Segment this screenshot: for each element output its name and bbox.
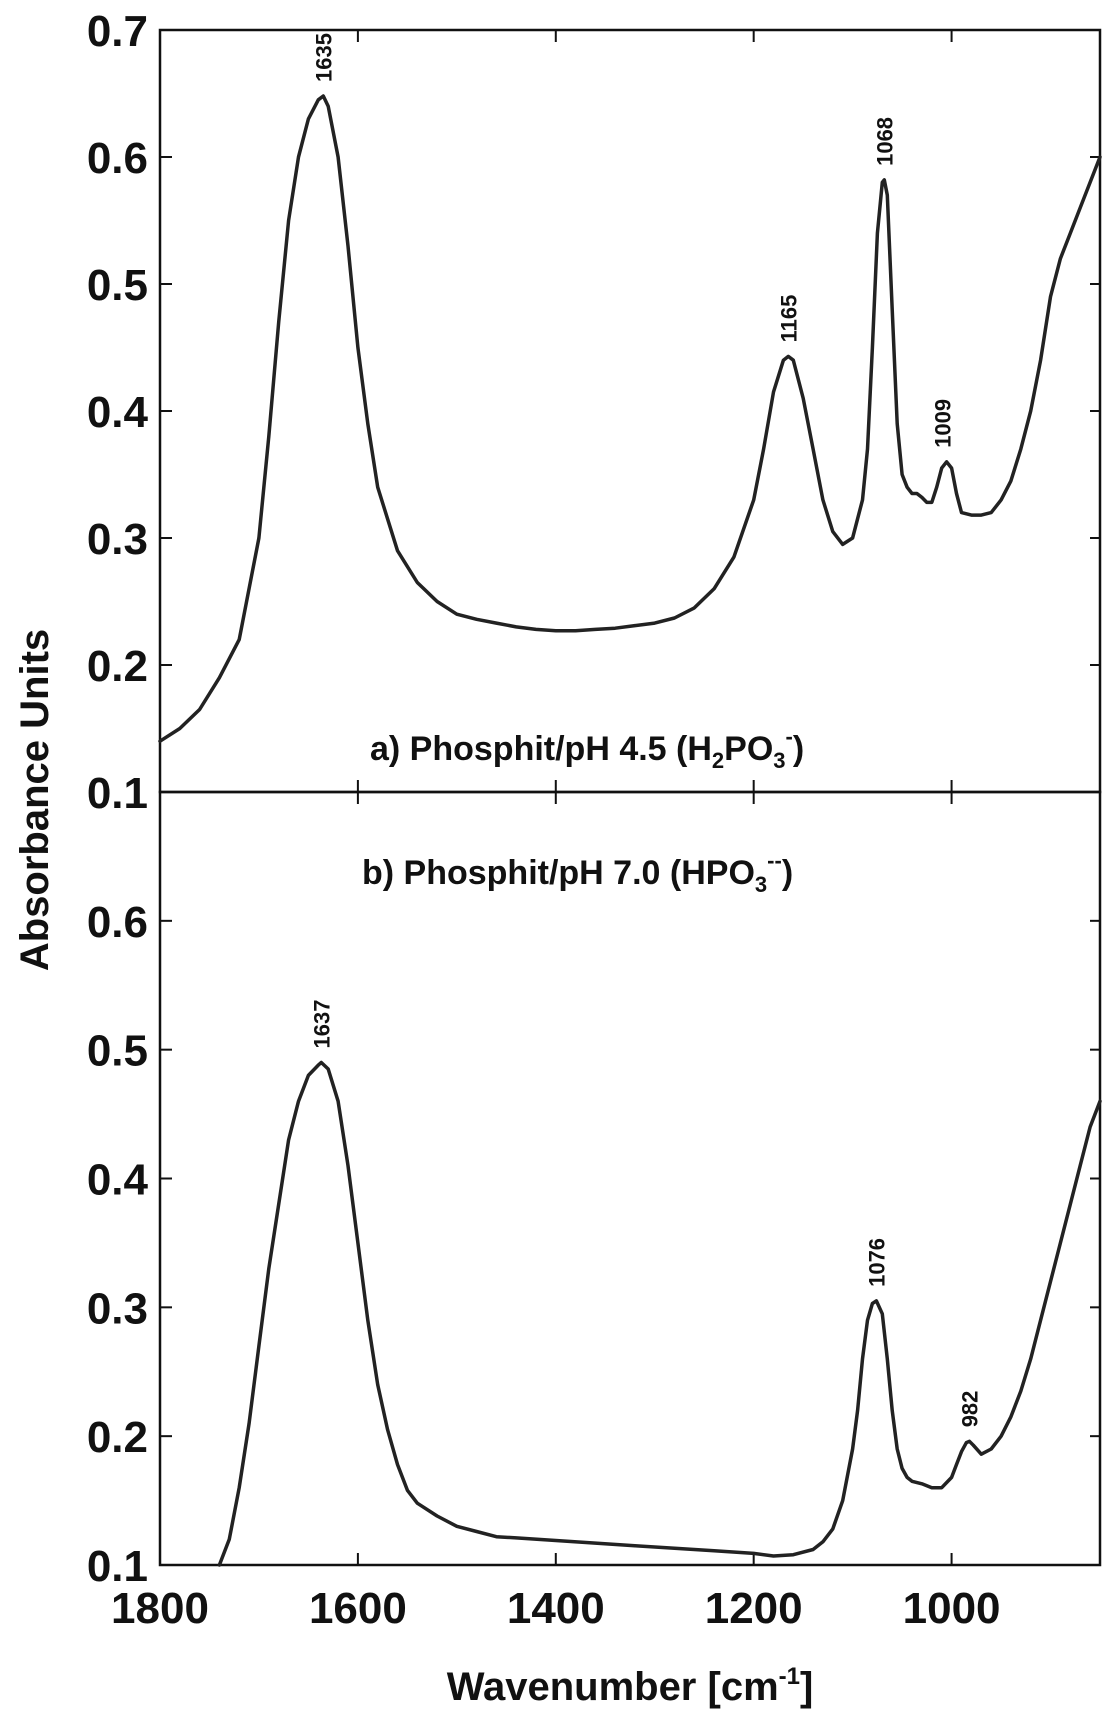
xtick-label-2: 1400	[507, 1584, 605, 1633]
ticks-layer: 0.1 0.2 0.3 0.4 0.5 0.6 0.7 0.1 0.2 0.3 0.4 0.5 0.6 1…	[87, 7, 1100, 1633]
panel-0-ytick-label-6: 0.7	[87, 7, 148, 56]
panel-1-ytick-label-4: 0.5	[87, 1027, 148, 1076]
y-axis-title: Absorbance Units	[13, 629, 57, 971]
panel-0-ytick-label-5: 0.6	[87, 134, 148, 183]
panel-1-spectrum-line-0	[217, 1060, 1102, 1567]
panel-0-ytick-label-3: 0.4	[87, 388, 149, 437]
panel-0-ytick-label-2: 0.3	[87, 515, 148, 564]
panel-b-label: b) Phosphit/pH 7.0 (HPO3--)	[362, 848, 793, 897]
xtick-label-3: 1200	[705, 1584, 803, 1633]
x-axis-title: Wavenumber [cm-1]	[447, 1663, 814, 1709]
panel-1-ytick-label-2: 0.3	[87, 1284, 148, 1333]
labels-layer: 1635 1165 1068 1009 1637 1076 982	[309, 33, 982, 1427]
panel-0-ytick-label-1: 0.2	[87, 642, 148, 691]
xtick-label-4: 1000	[903, 1584, 1001, 1633]
panel-1-peak-label-0: 1637	[309, 1000, 334, 1049]
panel-0-spectrum-line-0	[158, 94, 1102, 743]
panel-1-ytick-label-5: 0.6	[87, 898, 148, 947]
panel-0-peak-label-0: 1635	[311, 33, 336, 82]
panel-a-label: a) Phosphit/pH 4.5 (H2PO3-)	[370, 724, 804, 773]
panel-0-peak-label-2: 1068	[872, 117, 897, 166]
panel-0-peak-label-3: 1009	[931, 399, 956, 448]
xtick-label-1: 1600	[309, 1584, 407, 1633]
panel-0-peak-label-1: 1165	[776, 295, 801, 343]
panel-1-peak-label-2: 982	[957, 1391, 982, 1428]
panel-1-ytick-label-0: 0.1	[87, 1542, 148, 1591]
panel-1-ytick-label-1: 0.2	[87, 1413, 148, 1462]
panel-0-ytick-label-0: 0.1	[87, 769, 148, 818]
panel-0-ytick-label-4: 0.5	[87, 261, 148, 310]
panel-b-frame	[158, 790, 1102, 1567]
panel-1-peak-label-1: 1076	[864, 1238, 889, 1287]
curves-layer	[158, 94, 1102, 1567]
xtick-label-0: 1800	[111, 1584, 209, 1633]
panel-1-ytick-label-3: 0.4	[87, 1156, 149, 1205]
